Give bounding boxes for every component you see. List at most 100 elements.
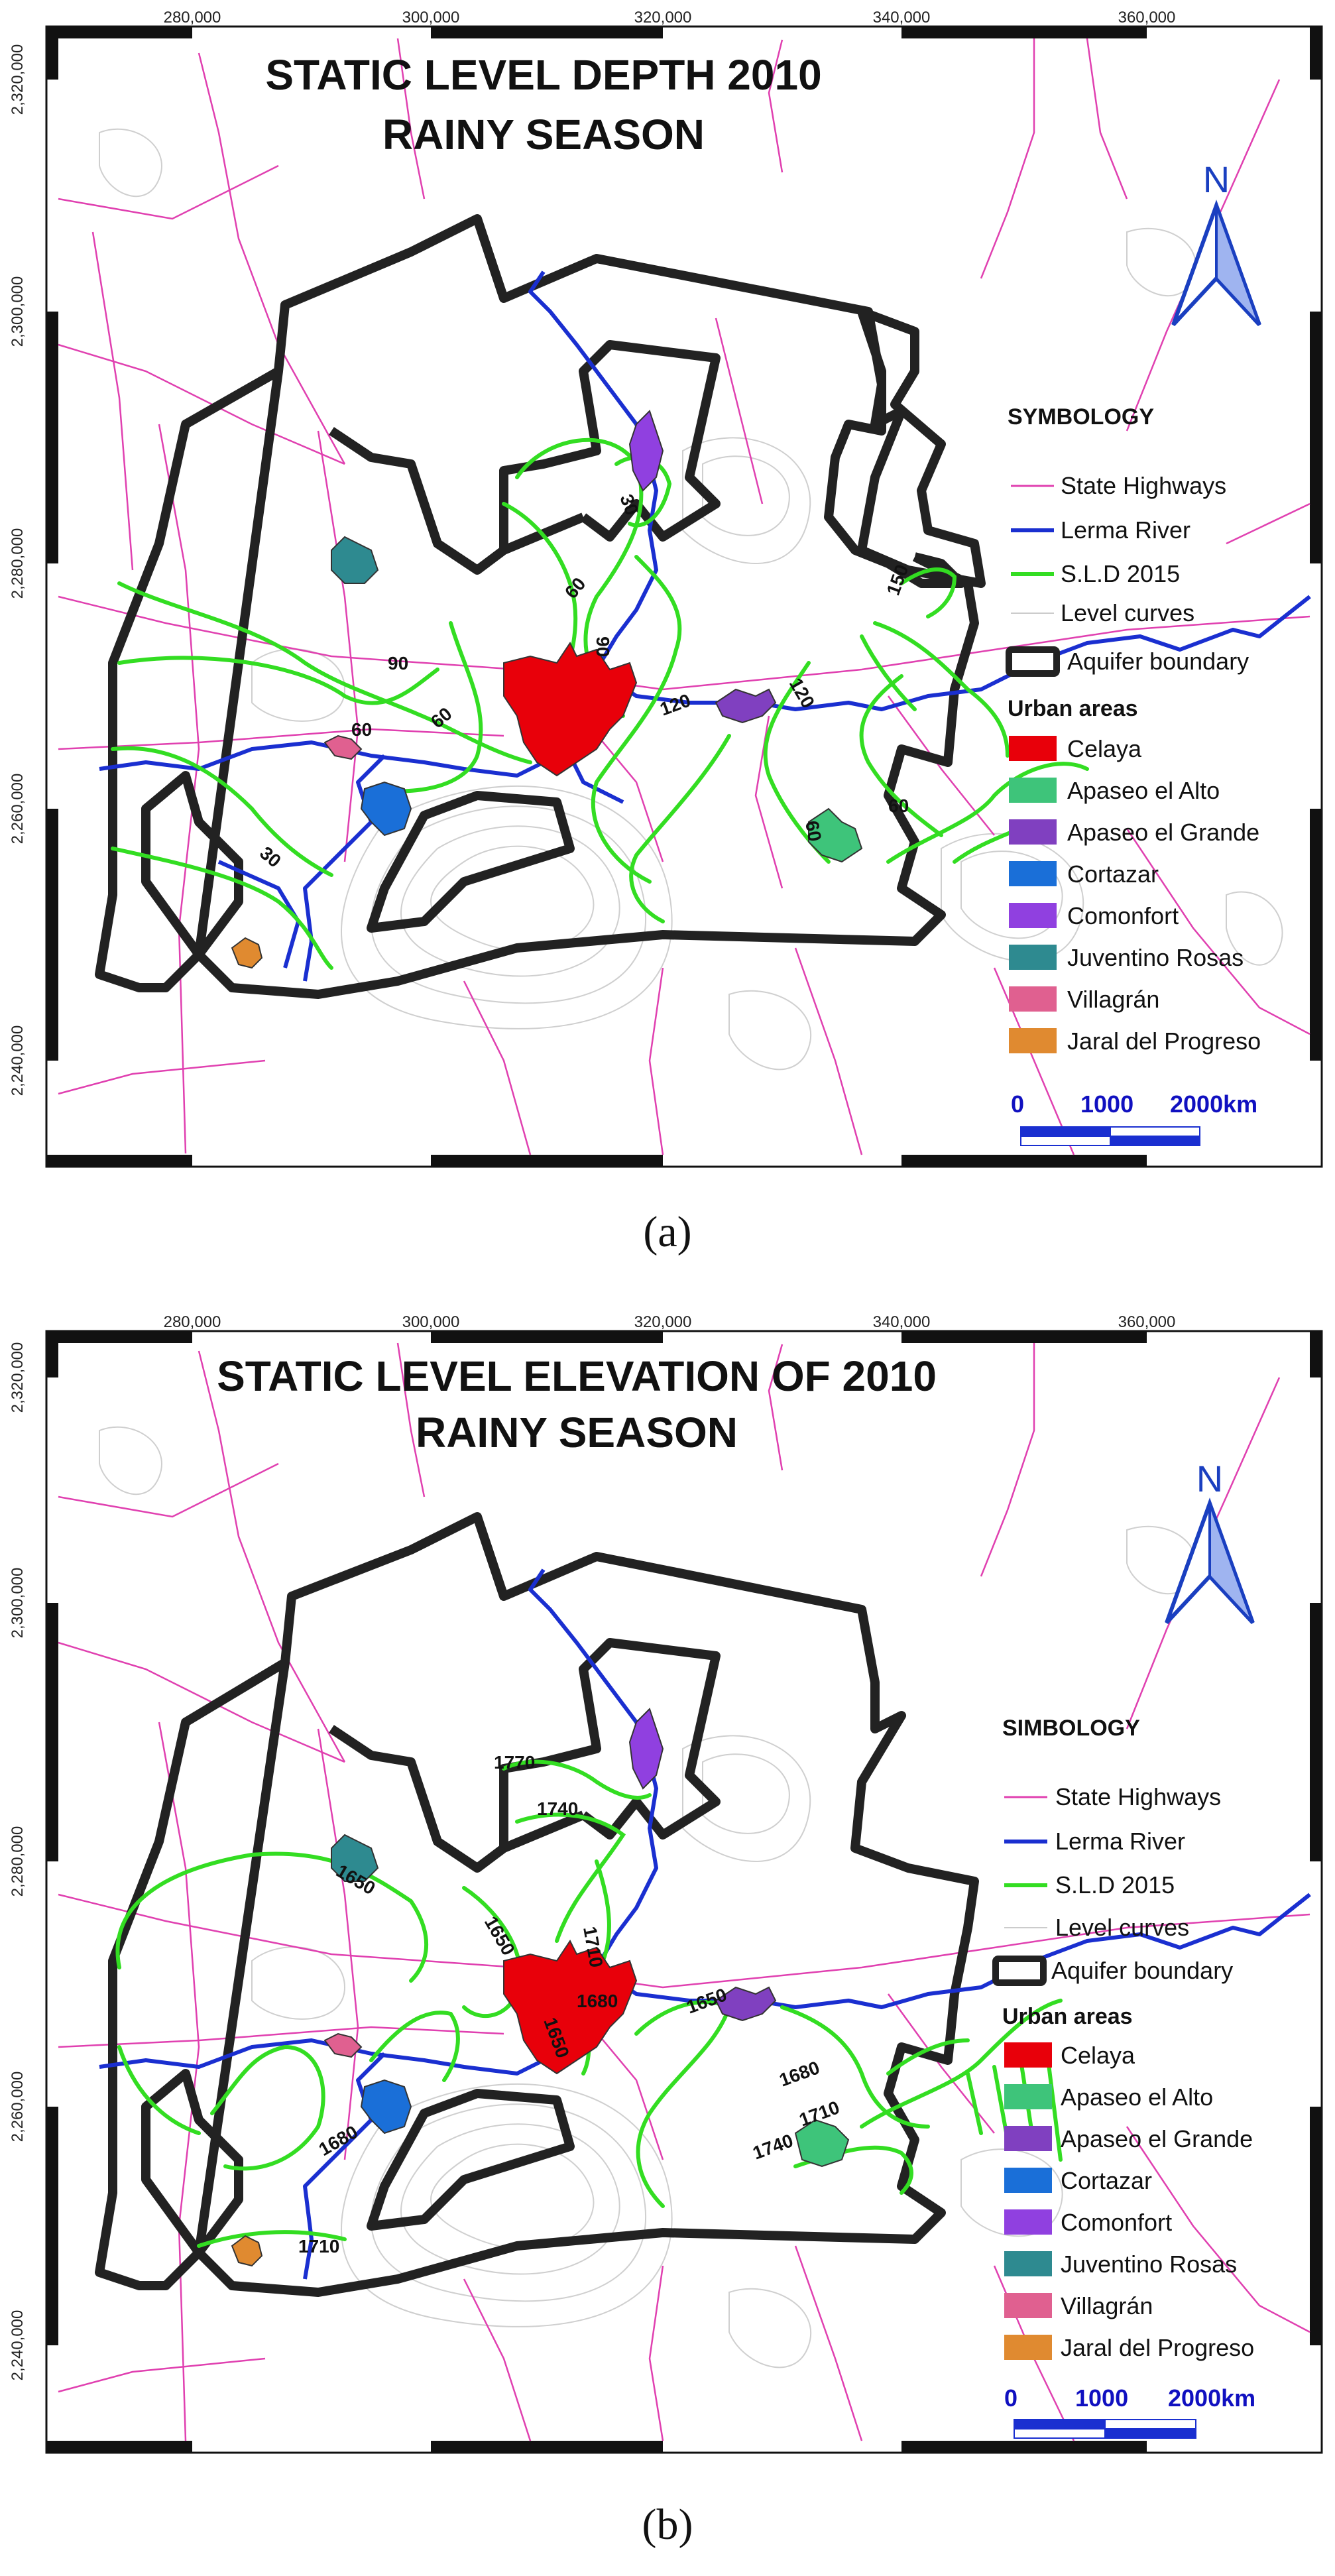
contour-label: 60 (888, 795, 909, 816)
apaseo-alto-area (808, 807, 863, 863)
legend-swatch-cortazar (1004, 2168, 1052, 2193)
contour-label: 90 (388, 653, 408, 673)
legend-swatch-villagran (1009, 986, 1057, 1012)
legend-item: Villagrán (1061, 2292, 1153, 2319)
north-arrow-icon: N (1171, 158, 1261, 327)
legend-heading: SYMBOLOGY (1008, 404, 1154, 430)
scale-label-end: 2000km (1168, 2384, 1255, 2412)
legend-swatch-celaya (1004, 2042, 1052, 2068)
aquifer-boundary (95, 214, 986, 999)
legend-item: S.L.D 2015 (1061, 560, 1180, 587)
contour-label: 1740 (537, 1798, 578, 1819)
jaral-area (231, 2235, 263, 2267)
map-a-graticule-bars (46, 27, 1322, 1167)
legend-item: Lerma River (1055, 1828, 1185, 1855)
legend-swatch-apaseo-alto (1009, 778, 1057, 803)
legend-swatch-juventino (1004, 2251, 1052, 2276)
legend-swatch-villagran (1004, 2293, 1052, 2318)
x-tick-label: 320,000 (634, 1313, 692, 1331)
legend-a: SYMBOLOGY State Highways Lerma River S.L… (1006, 404, 1261, 1055)
y-tick-label: 2,280,000 (9, 1826, 27, 1897)
aquifer-boundary (95, 1512, 979, 2297)
y-tick-label: 2,280,000 (9, 528, 27, 599)
legend-urban-heading: Urban areas (1002, 2004, 1133, 2029)
legend-item: Level curves (1061, 599, 1194, 626)
map-b-graticule-bars (46, 1331, 1322, 2453)
contour-label: 1710 (298, 2236, 339, 2256)
scale-label-mid: 1000 (1080, 1090, 1133, 1118)
legend-swatch-boundary (1006, 646, 1060, 677)
legend-swatch-jaral (1009, 1028, 1057, 1053)
legend-item: Celaya (1061, 2042, 1135, 2069)
sld-contours (111, 438, 1089, 970)
legend-item: Lerma River (1061, 516, 1190, 544)
celaya-area (503, 642, 638, 777)
jaral-area (231, 937, 263, 969)
contour-label: 60 (351, 719, 372, 740)
apaseo-alto-area (794, 2119, 850, 2168)
legend-item: Aquifer boundary (1051, 1957, 1233, 1984)
legend-item: State Highways (1055, 1783, 1221, 1810)
urban-areas-b (231, 1708, 850, 2267)
legend-swatch-cortazar (1009, 861, 1057, 886)
y-tick-label: 2,320,000 (9, 44, 27, 115)
juventino-rosas-area (331, 1834, 379, 1882)
x-tick-label: 300,000 (402, 9, 460, 27)
y-tick-label: 2,240,000 (9, 2310, 27, 2381)
north-label: N (1203, 158, 1230, 200)
contour-label: 60 (801, 819, 825, 843)
villagran-area (323, 734, 363, 760)
contour-label: 1680 (577, 1991, 618, 2011)
legend-item: Jaral del Progreso (1061, 2334, 1254, 2361)
legend-item: State Highways (1061, 472, 1226, 499)
aquifer-boundary-inner (329, 1638, 721, 2231)
scale-label-mid: 1000 (1075, 2384, 1128, 2412)
comonfort-area (628, 410, 664, 492)
x-tick-label: 300,000 (402, 1313, 460, 1331)
legend-item: Juventino Rosas (1061, 2251, 1237, 2278)
legend-item: Aquifer boundary (1067, 648, 1249, 675)
map-b-title-line1: STATIC LEVEL ELEVATION OF 2010 (217, 1352, 937, 1400)
legend-item: Juventino Rosas (1067, 944, 1244, 971)
map-b-svg: 280,000 300,000 320,000 340,000 360,000 … (9, 1313, 1323, 2549)
map-a-frame (45, 25, 1323, 1168)
x-tick-label: 320,000 (634, 9, 692, 27)
legend-swatch-apaseo-alto (1004, 2084, 1052, 2109)
legend-swatch-celaya (1009, 736, 1057, 761)
contour-labels-a: 30 60 90 90 60 60 30 120 120 60 150 60 (256, 491, 912, 871)
apaseo-grande-area (715, 1986, 777, 2022)
urban-areas-a (231, 410, 863, 969)
scale-label-zero: 0 (1004, 2384, 1017, 2412)
legend-item: Apaseo el Alto (1067, 777, 1220, 804)
y-tick-label: 2,320,000 (9, 1342, 27, 1413)
legend-swatch-comonfort (1004, 2209, 1052, 2235)
scale-label-zero: 0 (1011, 1090, 1024, 1118)
legend-urban-heading: Urban areas (1008, 696, 1138, 721)
figure-caption-a: (a) (643, 1208, 691, 1256)
map-b-frame (45, 1330, 1323, 2454)
legend-swatch-apaseo-grande (1009, 819, 1057, 845)
map-a-title-line2: RAINY SEASON (382, 111, 705, 158)
legend-item: Apaseo el Grande (1067, 819, 1259, 846)
juventino-rosas-area (331, 536, 379, 584)
map-a-title-line1: STATIC LEVEL DEPTH 2010 (265, 51, 821, 99)
legend-item: Level curves (1055, 1914, 1189, 1941)
north-label: N (1196, 1458, 1223, 1499)
legend-item: Villagrán (1067, 986, 1159, 1013)
legend-swatch-comonfort (1009, 903, 1057, 928)
map-panel-b: 280,000 300,000 320,000 340,000 360,000 … (0, 1305, 1335, 2576)
map-panel-a: 280,000 300,000 320,000 340,000 360,000 … (9, 9, 1323, 1256)
legend-item: Apaseo el Grande (1061, 2125, 1253, 2152)
legend-item: Jaral del Progreso (1067, 1027, 1261, 1055)
x-tick-label: 340,000 (873, 1313, 931, 1331)
legend-item: Comonfort (1067, 902, 1179, 929)
y-tick-label: 2,260,000 (9, 774, 27, 845)
comonfort-area (628, 1708, 664, 1790)
scale-bar-b: 0 1000 2000km (1004, 2384, 1255, 2439)
legend-item: Cortazar (1061, 2167, 1152, 2194)
legend-item: Cortazar (1067, 860, 1159, 888)
x-tick-label: 340,000 (873, 9, 931, 27)
legend-swatch-jaral (1004, 2335, 1052, 2360)
legend-b: SIMBOLOGY State Highways Lerma River S.L… (992, 1716, 1254, 2361)
y-tick-label: 2,240,000 (9, 1025, 27, 1096)
